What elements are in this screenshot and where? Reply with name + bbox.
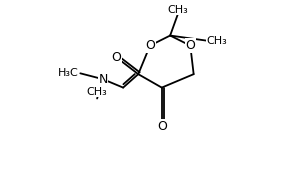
Text: N: N [98, 73, 108, 86]
Text: CH₃: CH₃ [167, 5, 188, 15]
Text: O: O [112, 51, 122, 64]
Text: O: O [145, 39, 155, 52]
Text: CH₃: CH₃ [87, 87, 107, 97]
Text: O: O [185, 39, 195, 52]
Text: CH₃: CH₃ [206, 36, 227, 46]
Text: O: O [157, 120, 167, 133]
Text: H₃C: H₃C [58, 68, 79, 78]
